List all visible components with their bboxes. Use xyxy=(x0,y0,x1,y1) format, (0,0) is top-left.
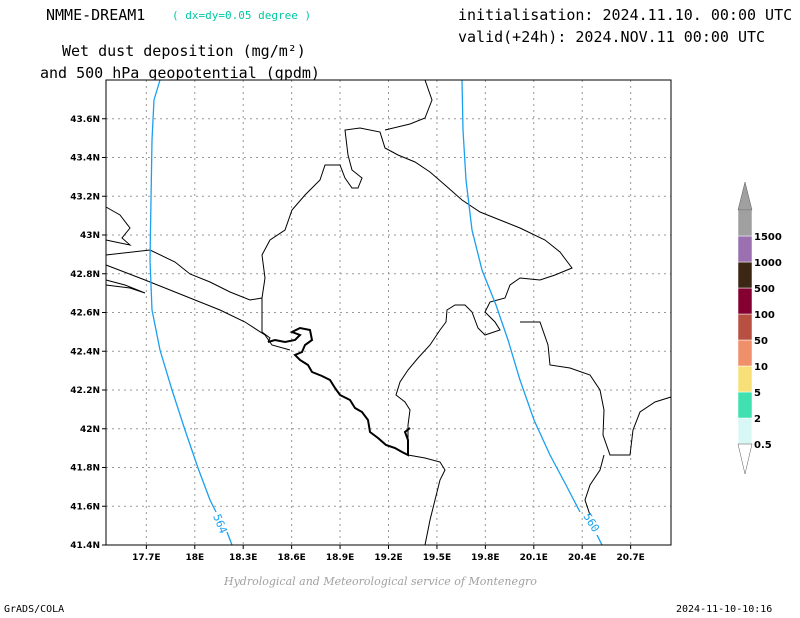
border-line xyxy=(105,279,146,294)
model-title: NMME-DREAM1 xyxy=(46,6,146,24)
lon-tick-label: 18.3E xyxy=(229,553,257,563)
contour-564 xyxy=(149,79,217,513)
lat-tick-label: 41.4N xyxy=(70,541,100,551)
lat-tick-label: 42.6N xyxy=(70,309,100,319)
contour-560 xyxy=(461,79,581,513)
agency-credit: Hydrological and Meteorological service … xyxy=(224,575,537,588)
contour-560 xyxy=(596,534,603,546)
contour-564 xyxy=(226,531,233,546)
border-line xyxy=(105,249,271,343)
border-line xyxy=(384,79,433,131)
colorbar-top-arrow xyxy=(737,181,753,211)
lon-tick-label: 19.8E xyxy=(471,553,499,563)
colorbar-swatch xyxy=(737,391,753,419)
border-line xyxy=(261,127,573,450)
subtitle-line-1: Wet dust deposition (mg/m²) xyxy=(62,42,306,60)
lon-tick-label: 20.1E xyxy=(520,553,548,563)
colorbar: 0.5 2 5 10 50 100 500 1000 1500 xyxy=(737,181,782,475)
colorbar-swatch xyxy=(737,235,753,263)
colorbar-bottom-arrow xyxy=(737,443,753,475)
lon-tick-label: 18.6E xyxy=(277,553,305,563)
lon-tick-label: 19.2E xyxy=(374,553,402,563)
colorbar-swatch xyxy=(737,365,753,393)
border-line xyxy=(584,454,605,516)
lon-tick-label: 18.9E xyxy=(326,553,354,563)
valid-time: valid(+24h): 2024.NOV.11 00:00 UTC xyxy=(458,28,766,46)
lat-tick-label: 42.8N xyxy=(70,270,100,280)
map-frame xyxy=(105,79,672,546)
colorbar-swatch xyxy=(737,313,753,341)
colorbar-label: 1500 xyxy=(754,232,782,243)
colorbar-swatch xyxy=(737,417,753,445)
software-credit: GrADS/COLA xyxy=(4,604,65,615)
coastline xyxy=(267,326,411,457)
resolution-note: ( dx=dy=0.05 degree ) xyxy=(172,9,312,22)
border-line xyxy=(520,321,672,456)
colorbar-swatch xyxy=(737,209,753,237)
colorbar-label: 0.5 xyxy=(754,440,772,451)
lat-tick-label: 41.8N xyxy=(70,464,100,474)
lon-tick-label: 18E xyxy=(185,553,204,563)
colorbar-swatch xyxy=(737,287,753,315)
lat-tick-label: 42.4N xyxy=(70,347,100,357)
colorbar-label: 100 xyxy=(754,310,775,321)
lat-tick-label: 43.6N xyxy=(70,115,100,125)
colorbar-label: 10 xyxy=(754,362,768,373)
colorbar-label: 2 xyxy=(754,414,761,425)
lat-tick-label: 43N xyxy=(80,231,100,241)
plot-timestamp: 2024-11-10-10:16 xyxy=(676,604,773,615)
lon-tick-label: 19.5E xyxy=(423,553,451,563)
colorbar-label: 1000 xyxy=(754,258,782,269)
colorbar-label: 50 xyxy=(754,336,768,347)
geopotential-contours xyxy=(149,79,603,546)
colorbar-swatch xyxy=(737,339,753,367)
lon-tick-label: 20.7E xyxy=(616,553,644,563)
lon-tick-label: 17.7E xyxy=(132,553,160,563)
colorbar-label: 5 xyxy=(754,388,761,399)
lon-tick-label: 20.4E xyxy=(568,553,596,563)
subtitle-line-2: and 500 hPa geopotential (gpdm) xyxy=(40,64,320,82)
border-line xyxy=(105,206,132,246)
axis-ticks: 43.6N 43.4N 43.2N 43N 42.8N 42.6N 42.4N 42.2N 42… xyxy=(70,115,645,563)
grid-lines xyxy=(106,80,671,545)
colorbar-swatch xyxy=(737,261,753,289)
initialisation-time: initialisation: 2024.11.10. 00:00 UTC xyxy=(458,6,793,24)
lat-tick-label: 43.4N xyxy=(70,154,100,164)
border-line xyxy=(407,454,446,546)
colorbar-label: 500 xyxy=(754,284,775,295)
lat-tick-label: 42N xyxy=(80,425,100,435)
lat-tick-label: 42.2N xyxy=(70,386,100,396)
lat-tick-label: 41.6N xyxy=(70,502,100,512)
lat-tick-label: 43.2N xyxy=(70,192,100,202)
